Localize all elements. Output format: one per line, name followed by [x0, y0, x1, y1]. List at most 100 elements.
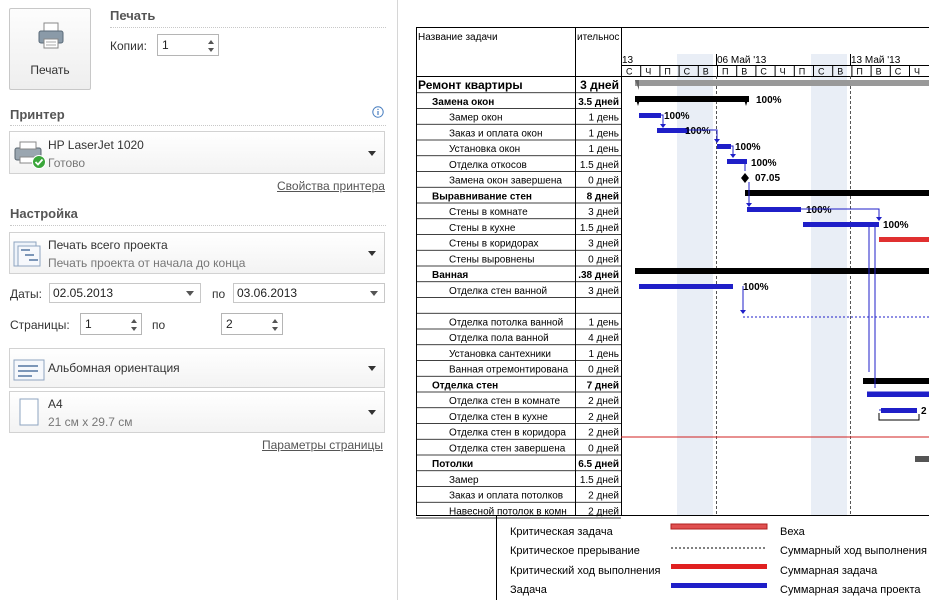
- summary-bar: [745, 190, 929, 196]
- printer-ready-icon: [14, 141, 46, 169]
- paper-icon: [19, 398, 39, 426]
- day-label: Ч: [914, 67, 920, 77]
- task-bar: [881, 408, 917, 413]
- date-from-value: 02.05.2013: [53, 286, 114, 300]
- bar-label: 100%: [664, 111, 690, 122]
- legend-label: Веха: [780, 526, 806, 538]
- page-setup-link[interactable]: Параметры страницы: [262, 438, 383, 452]
- day-label: С: [818, 67, 825, 77]
- task-bar: [639, 284, 733, 289]
- task-duration: 0 дней: [588, 254, 619, 265]
- task-name: Ванная: [432, 270, 468, 281]
- weekend-shade: [811, 54, 847, 516]
- task-duration: 4 дней: [588, 333, 619, 344]
- spin-down-icon[interactable]: [270, 325, 280, 334]
- task-duration: 1 день: [589, 128, 619, 139]
- day-label: В: [876, 67, 882, 77]
- chevron-down-icon[interactable]: [186, 291, 194, 296]
- print-scope-select[interactable]: Печать всего проекта Печать проекта от н…: [9, 232, 385, 274]
- date-to-input[interactable]: 03.06.2013: [233, 283, 385, 303]
- task-name: Отделка потолка ванной: [449, 317, 563, 328]
- paper-title: A4: [48, 397, 63, 411]
- chevron-down-icon: [368, 251, 376, 256]
- summary-bar: [635, 268, 929, 274]
- task-duration: 1 день: [589, 349, 619, 360]
- task-name: Отделка стен в кухне: [449, 412, 548, 423]
- printer-name: HP LaserJet 1020: [48, 138, 144, 152]
- printer-select[interactable]: HP LaserJet 1020 Готово: [9, 131, 385, 174]
- task-duration: 1 день: [589, 144, 619, 155]
- task-name: Стены в кухне: [449, 223, 516, 234]
- task-name: Стены в комнате: [449, 207, 528, 218]
- col-duration-header: ительнос: [577, 32, 619, 43]
- task-bar: [867, 392, 929, 397]
- task-name: Отделка пола ванной: [449, 333, 549, 344]
- task-name: Навесной потолок в комн: [449, 506, 567, 517]
- page-to-value: 2: [226, 317, 233, 331]
- printer-icon: [38, 22, 64, 49]
- orientation-select[interactable]: Альбомная ориентация: [9, 348, 385, 388]
- spin-up-icon[interactable]: [206, 37, 216, 46]
- task-duration: 1 день: [589, 113, 619, 124]
- timescale-week: 13: [622, 55, 634, 66]
- day-label: С: [760, 67, 767, 77]
- spin-down-icon[interactable]: [129, 325, 139, 334]
- bar-label: 100%: [756, 95, 782, 106]
- bar-label: 100%: [883, 220, 909, 231]
- spin-up-icon[interactable]: [270, 316, 280, 325]
- settings-section-title: Настройка: [10, 206, 78, 221]
- task-duration: 3.5 дней: [578, 97, 619, 108]
- project-summary-bar: [635, 80, 929, 86]
- task-duration: 0 дней: [588, 443, 619, 454]
- printer-status: Готово: [48, 156, 86, 170]
- page-to-input[interactable]: 2: [221, 313, 283, 335]
- page-from-input[interactable]: 1: [80, 313, 142, 335]
- task-duration: 7 дней: [587, 380, 619, 391]
- print-section-title: Печать: [110, 8, 156, 23]
- printer-properties-link[interactable]: Свойства принтера: [277, 179, 385, 193]
- paper-size-select[interactable]: A4 21 см x 29.7 см: [9, 391, 385, 433]
- day-label: П: [664, 67, 670, 77]
- copies-input[interactable]: 1: [157, 34, 219, 56]
- task-name: Отделка стен завершена: [449, 443, 566, 454]
- task-name: Отделка откосов: [449, 160, 527, 171]
- day-label: В: [741, 67, 747, 77]
- task-duration: 1.5 дней: [580, 160, 619, 171]
- task-name: Стены выровнены: [449, 254, 534, 265]
- print-settings-panel: Печать Печать Копии: 1 Принтер HP LaserJ…: [0, 0, 398, 600]
- chevron-down-icon: [368, 151, 376, 156]
- task-name: Установка окон: [449, 144, 520, 155]
- date-to-value: 03.06.2013: [237, 286, 298, 300]
- dates-label: Даты:: [10, 287, 42, 301]
- print-button[interactable]: Печать: [9, 8, 91, 90]
- task-duration: 0 дней: [588, 176, 619, 187]
- printer-section-title: Принтер: [10, 107, 65, 122]
- task-bar: [727, 159, 747, 164]
- print-preview: Название задачи ительнос 13 06 Май '13 1…: [399, 0, 929, 600]
- pages-label: Страницы:: [10, 318, 70, 332]
- task-duration: 2 дней: [588, 396, 619, 407]
- task-name: Ремонт квартиры: [418, 78, 523, 92]
- spin-down-icon[interactable]: [206, 46, 216, 55]
- task-rows: Ремонт квартиры 3 дней Замена окон 3.5 дней…: [416, 78, 621, 519]
- task-duration: 3 дней: [588, 207, 619, 218]
- chevron-down-icon[interactable]: [370, 291, 378, 296]
- print-divider: [110, 27, 386, 28]
- task-name: Отделка стен в коридора: [449, 428, 566, 439]
- milestone-diamond: [741, 173, 749, 183]
- task-duration: 1 день: [589, 317, 619, 328]
- legend: Критическая задача Веха Критическое прер…: [510, 523, 927, 596]
- legend-task-swatch: [671, 583, 767, 588]
- info-icon[interactable]: [372, 106, 384, 118]
- task-name: Отделка стен в комнате: [449, 396, 561, 407]
- date-from-input[interactable]: 02.05.2013: [49, 283, 201, 303]
- day-label: С: [626, 67, 633, 77]
- timescale-week: 13 Май '13: [851, 55, 901, 66]
- task-name: Заказ и оплата окон: [449, 128, 542, 139]
- page-from-value: 1: [85, 317, 92, 331]
- bar-label: 2: [921, 406, 927, 417]
- col-task-header: Название задачи: [418, 32, 498, 43]
- task-bar: [717, 144, 731, 149]
- bar-label: 100%: [751, 158, 777, 169]
- spin-up-icon[interactable]: [129, 316, 139, 325]
